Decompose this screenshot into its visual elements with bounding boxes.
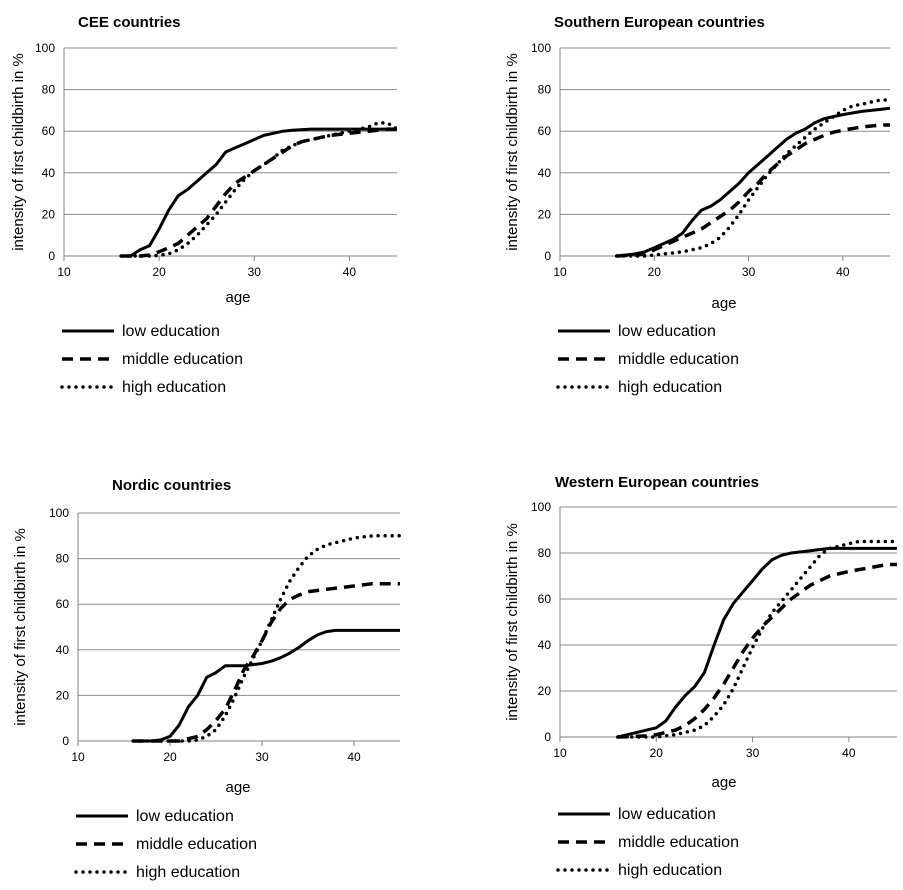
series-line-middle-education xyxy=(133,581,400,743)
y-tick-label: 100 xyxy=(531,41,551,55)
x-tick-label: 40 xyxy=(842,746,856,760)
series-line-low-education xyxy=(133,628,400,743)
legend-label-middle: middle education xyxy=(122,351,243,368)
series-line-high-education xyxy=(614,98,892,258)
x-axis-label: age xyxy=(711,295,736,312)
y-tick-label: 80 xyxy=(42,83,56,97)
x-tick-label: 10 xyxy=(553,265,567,279)
chart-panel-western: Western European countries age intensity… xyxy=(504,474,899,879)
y-tick-label: 20 xyxy=(56,688,70,702)
legend-label-low: low education xyxy=(136,808,234,825)
y-tick-label: 100 xyxy=(49,506,69,520)
x-tick-label: 40 xyxy=(343,265,357,279)
chart-title: Nordic countries xyxy=(112,477,231,494)
y-tick-label: 40 xyxy=(538,166,552,180)
chart-panel-southern: Southern European countries age intensit… xyxy=(504,14,892,396)
legend-label-low: low education xyxy=(618,806,716,823)
series-line-high-education xyxy=(131,534,402,743)
y-tick-label: 0 xyxy=(544,730,551,744)
y-tick-label: 40 xyxy=(42,166,56,180)
y-tick-label: 80 xyxy=(538,546,552,560)
series-line-middle-education xyxy=(616,123,890,258)
x-tick-label: 30 xyxy=(742,265,756,279)
series-line-high-education xyxy=(119,121,399,258)
y-tick-label: 100 xyxy=(531,500,551,514)
y-tick-label: 60 xyxy=(538,124,552,138)
x-axis-label: age xyxy=(711,774,736,791)
series-line-low-education xyxy=(121,127,397,258)
legend-label-low: low education xyxy=(122,323,220,340)
x-axis-label: age xyxy=(225,779,250,796)
legend-label-low: low education xyxy=(618,323,716,340)
y-tick-label: 40 xyxy=(56,643,70,657)
chart-panel-cee: CEE countries age intensity of first chi… xyxy=(10,14,399,396)
legend-label-middle: middle education xyxy=(618,834,739,851)
y-tick-label: 80 xyxy=(538,83,552,97)
legend-label-middle: middle education xyxy=(136,836,257,853)
legend-label-high: high education xyxy=(618,379,722,396)
y-axis-label: intensity of first childbirth in % xyxy=(12,528,29,726)
x-tick-label: 20 xyxy=(648,265,662,279)
x-tick-label: 30 xyxy=(255,750,269,764)
y-axis-label: intensity of first childbirth in % xyxy=(10,53,27,251)
y-tick-label: 20 xyxy=(538,207,552,221)
x-tick-label: 10 xyxy=(553,746,567,760)
y-tick-label: 40 xyxy=(538,638,552,652)
x-axis-label: age xyxy=(225,289,250,306)
y-tick-label: 80 xyxy=(56,552,70,566)
legend-label-high: high education xyxy=(122,379,226,396)
y-tick-label: 60 xyxy=(538,592,552,606)
y-tick-label: 0 xyxy=(48,249,55,263)
series-line-low-education xyxy=(616,106,891,258)
x-tick-label: 10 xyxy=(57,265,71,279)
series-line-high-education xyxy=(616,539,899,739)
y-tick-label: 60 xyxy=(42,124,56,138)
y-tick-label: 20 xyxy=(42,207,56,221)
y-tick-label: 20 xyxy=(538,684,552,698)
series-line-middle-education xyxy=(121,127,397,258)
chart-title: Western European countries xyxy=(555,474,759,491)
y-tick-label: 0 xyxy=(544,249,551,263)
x-tick-label: 20 xyxy=(163,750,177,764)
x-tick-label: 30 xyxy=(248,265,262,279)
y-axis-label: intensity of first childbirth in % xyxy=(504,523,521,721)
x-tick-label: 20 xyxy=(152,265,166,279)
chart-panel-nordic: Nordic countries age intensity of first … xyxy=(12,477,402,881)
chart-title: Southern European countries xyxy=(554,14,765,31)
x-tick-label: 30 xyxy=(746,746,760,760)
series-line-low-education xyxy=(617,546,897,739)
legend-label-high: high education xyxy=(136,864,240,881)
legend-label-high: high education xyxy=(618,862,722,879)
y-tick-label: 100 xyxy=(35,41,55,55)
y-tick-label: 60 xyxy=(56,597,70,611)
chart-title: CEE countries xyxy=(78,14,181,31)
x-tick-label: 10 xyxy=(71,750,85,764)
x-tick-label: 40 xyxy=(836,265,850,279)
y-axis-label: intensity of first childbirth in % xyxy=(504,53,521,251)
legend-label-middle: middle education xyxy=(618,351,739,368)
x-tick-label: 40 xyxy=(347,750,361,764)
x-tick-label: 20 xyxy=(650,746,664,760)
series-line-middle-education xyxy=(617,562,897,739)
y-tick-label: 0 xyxy=(62,734,69,748)
